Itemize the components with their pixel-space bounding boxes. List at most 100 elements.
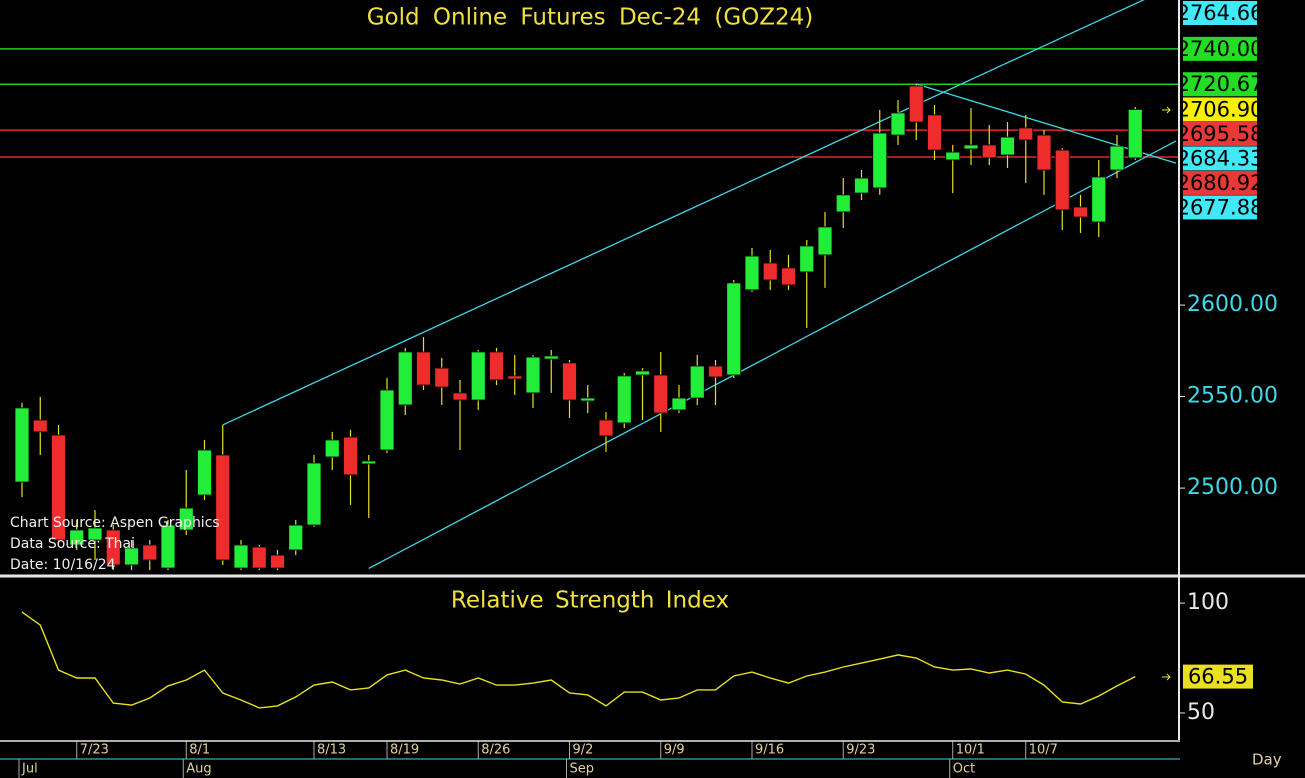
price-label-box xyxy=(1183,36,1257,61)
price-label-box xyxy=(1183,195,1257,220)
candle-body xyxy=(653,374,669,414)
candle-body xyxy=(525,356,541,394)
candle-body xyxy=(1000,136,1015,156)
x-tick-label: 8/13 xyxy=(317,743,346,758)
candle-body xyxy=(178,507,194,531)
candle-body xyxy=(324,439,340,458)
price-label: 2680.92 xyxy=(1177,171,1264,195)
y-tick-label: 2500.00 xyxy=(1187,475,1278,500)
price-label: 2720.67 xyxy=(1177,72,1264,96)
candle-body xyxy=(489,351,504,381)
candle-body xyxy=(361,460,377,465)
candle-body xyxy=(416,351,431,386)
candle-body xyxy=(32,419,48,433)
candle-body xyxy=(817,226,833,256)
rsi-panel xyxy=(21,611,1136,709)
month-label: Aug xyxy=(186,762,211,777)
candle-body xyxy=(854,177,869,194)
candle-body xyxy=(233,544,249,569)
candle-body xyxy=(872,132,888,189)
rsi-title: Relative Strength Index xyxy=(451,588,729,614)
month-label: Sep xyxy=(570,762,595,777)
candle-body xyxy=(671,397,687,411)
candle-body xyxy=(142,544,158,561)
chart-title: Gold Online Futures Dec-24 (GOZ24) xyxy=(367,5,814,31)
rsi-label-box xyxy=(1183,664,1253,689)
candle-body xyxy=(288,524,304,551)
candle-body xyxy=(598,419,614,437)
candle-body xyxy=(452,392,468,401)
price-label: 2740.00 xyxy=(1177,37,1264,61)
candle-body xyxy=(160,524,176,569)
x-tick-label: 9/2 xyxy=(573,743,594,758)
candle-body xyxy=(799,245,815,273)
x-tick-label: 9/9 xyxy=(664,743,685,758)
x-tick-label: 9/23 xyxy=(846,743,875,758)
x-tick-label: 8/26 xyxy=(481,743,510,758)
candle-body xyxy=(270,554,285,569)
rsi-label: 66.55 xyxy=(1188,665,1248,689)
candle-body xyxy=(470,351,486,401)
y-tick-label: 2600.00 xyxy=(1187,292,1278,317)
x-tick-label: 8/1 xyxy=(189,743,210,758)
candle-body xyxy=(708,365,723,378)
candle-body xyxy=(1073,206,1088,218)
candle-body xyxy=(726,282,742,376)
candle-body xyxy=(616,375,632,424)
candle-body xyxy=(543,355,559,360)
y-tick-label: 50 xyxy=(1187,700,1215,725)
candle-body xyxy=(835,194,851,213)
x-unit-label: Day xyxy=(1252,751,1282,769)
price-label-box xyxy=(1183,72,1257,97)
source-note: Date: 10/16/24 xyxy=(10,557,116,573)
candle-body xyxy=(981,144,997,159)
candle-body xyxy=(87,527,103,541)
price-label-box xyxy=(1183,1,1257,25)
source-note: Chart Source: Aspen Graphics xyxy=(10,515,220,531)
candle-body xyxy=(1109,145,1125,171)
candle-body xyxy=(343,436,358,476)
price-label-box xyxy=(1183,170,1257,195)
candle-body xyxy=(507,375,523,380)
month-label: Oct xyxy=(953,762,975,777)
x-tick-label: 10/7 xyxy=(1029,743,1058,758)
candle-body xyxy=(251,546,267,569)
last-rsi-arrow xyxy=(1162,673,1171,681)
candle-body xyxy=(105,529,121,566)
price-label-box xyxy=(1183,97,1257,122)
candle-body xyxy=(1054,149,1070,211)
price-panel: Chart Source: Aspen Graphics Data Source:… xyxy=(0,0,1178,573)
candle-body xyxy=(890,112,906,136)
price-label: 2695.58 xyxy=(1177,122,1264,146)
candle-body xyxy=(1018,127,1034,141)
axes: 2500.00 2550.00 2600.00 2764.66 2740.00 2720.… xyxy=(18,1,1278,778)
candle-body xyxy=(1127,109,1143,159)
y-tick-label: 2550.00 xyxy=(1187,384,1278,409)
trend-line xyxy=(222,0,1145,426)
candle-body xyxy=(1091,176,1107,223)
rsi-line xyxy=(21,611,1136,709)
price-label-box xyxy=(1183,146,1257,171)
candle-body xyxy=(580,397,596,402)
x-tick-label: 10/1 xyxy=(956,743,985,758)
candle-body xyxy=(215,454,231,561)
x-tick-label: 8/19 xyxy=(390,743,419,758)
price-label: 2764.66 xyxy=(1177,1,1264,25)
candle-body xyxy=(379,389,395,451)
candle-body xyxy=(689,365,705,399)
candle-body xyxy=(635,370,650,376)
price-label-box xyxy=(1183,121,1257,146)
candle-body xyxy=(306,462,322,526)
candle-body xyxy=(14,407,30,483)
trend-line xyxy=(368,140,1177,569)
candle-body xyxy=(744,255,760,291)
source-note: Data Source: Thai xyxy=(10,536,135,552)
x-tick-label: 9/16 xyxy=(755,743,784,758)
candle-body xyxy=(397,351,413,406)
price-label: 2684.33 xyxy=(1177,146,1264,170)
candle-body xyxy=(51,434,66,541)
candle-body xyxy=(927,114,942,151)
